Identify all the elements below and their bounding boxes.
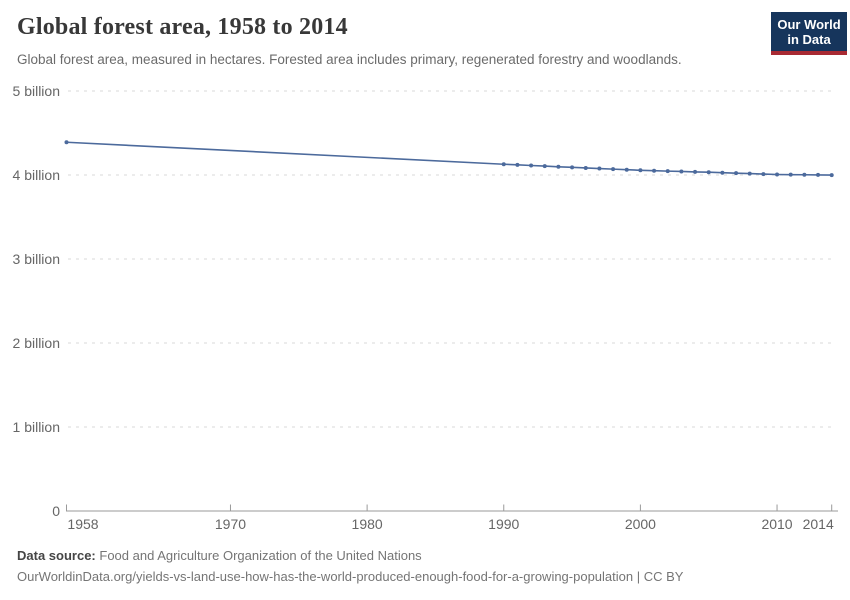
data-point <box>747 171 752 176</box>
x-axis-tick-label: 1990 <box>488 516 519 532</box>
x-axis-tick-label: 2000 <box>625 516 656 532</box>
data-point <box>611 167 616 172</box>
footer-citation-link[interactable]: OurWorldinData.org/yields-vs-land-use-ho… <box>17 569 684 584</box>
data-point <box>679 169 684 174</box>
y-axis-tick-label: 1 billion <box>13 419 60 435</box>
owid-logo-line1: Our World <box>777 17 841 32</box>
x-axis-tick-label: 1970 <box>215 516 246 532</box>
x-axis-tick-label: 2014 <box>803 516 834 532</box>
data-point <box>816 172 821 177</box>
owid-logo[interactable]: Our World in Data <box>771 12 847 55</box>
data-point <box>693 169 698 174</box>
y-axis-tick-label: 0 <box>52 503 60 519</box>
data-series-line <box>66 141 832 176</box>
y-axis-tick-label: 2 billion <box>13 335 60 351</box>
data-point <box>665 169 670 174</box>
data-point <box>570 165 575 170</box>
data-point <box>734 171 739 176</box>
data-point <box>556 164 561 169</box>
x-axis-tick-label: 2010 <box>761 516 792 532</box>
data-point <box>638 168 643 173</box>
data-point <box>597 166 602 171</box>
datasource-value: Food and Agriculture Organization of the… <box>99 548 422 563</box>
data-point <box>501 162 506 167</box>
data-point <box>829 173 834 178</box>
y-axis-tick-label: 5 billion <box>13 83 60 99</box>
owid-logo-line2: in Data <box>787 32 831 48</box>
footer-datasource: Data source: Food and Agriculture Organi… <box>17 548 422 563</box>
data-point <box>515 162 520 167</box>
data-point <box>583 165 588 170</box>
x-axis-tick-label: 1958 <box>67 516 98 532</box>
data-point <box>720 170 725 175</box>
chart-subtitle: Global forest area, measured in hectares… <box>17 52 682 67</box>
y-axis-tick-label: 4 billion <box>13 167 60 183</box>
chart-title: Global forest area, 1958 to 2014 <box>17 14 348 40</box>
data-point <box>775 172 780 177</box>
data-point <box>802 172 807 177</box>
datasource-label: Data source: <box>17 548 96 563</box>
y-axis-tick-label: 3 billion <box>13 251 60 267</box>
data-point <box>706 170 711 175</box>
data-point <box>529 163 534 168</box>
data-point <box>652 168 657 173</box>
data-point <box>542 164 547 169</box>
data-point <box>64 140 69 145</box>
data-point <box>761 172 766 177</box>
x-axis-tick-label: 1980 <box>352 516 383 532</box>
data-point <box>624 167 629 172</box>
data-point <box>788 172 793 177</box>
